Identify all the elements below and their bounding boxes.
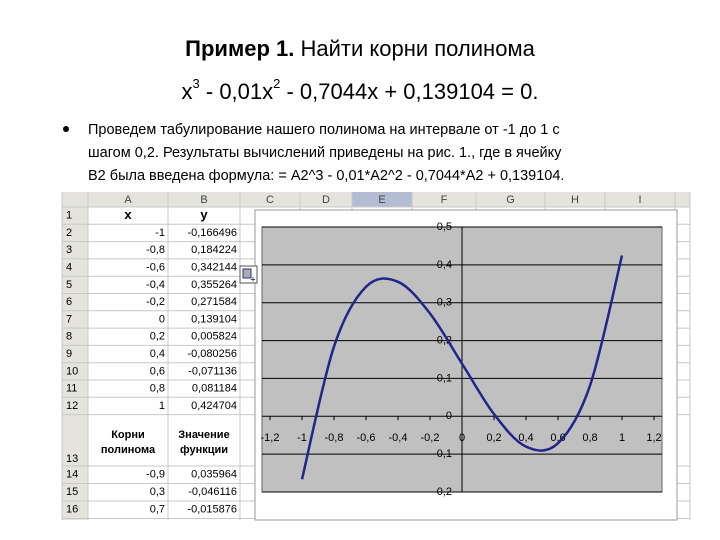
column-header: D [322, 194, 330, 206]
x-tick-label: 0,2 [486, 432, 501, 444]
cell: 1 [159, 400, 165, 412]
row-number: 1 [66, 210, 72, 222]
title-rest: Найти корни полинома [300, 36, 535, 61]
column-header: A [124, 194, 132, 206]
cell: -0,166496 [187, 227, 237, 239]
column-header: C [266, 194, 274, 206]
cell: 0,355264 [191, 279, 237, 291]
header-cell: Значение [178, 429, 229, 441]
row-number: 11 [66, 383, 77, 395]
row-number: 5 [66, 279, 72, 291]
title: Пример 1. Найти корни полинома [185, 36, 535, 61]
y-tick-label: 0,2 [437, 334, 452, 346]
cell: 0 [159, 313, 165, 325]
x-tick-label: 0,4 [518, 432, 533, 444]
cell: -1 [155, 227, 165, 239]
cell: 0,3 [150, 486, 165, 498]
cell: 0,7 [150, 504, 165, 516]
cell: -0,9 [146, 469, 165, 481]
x-tick-label: -1 [297, 432, 307, 444]
selected-col [352, 192, 412, 207]
x-tick-label: -1,2 [261, 432, 280, 444]
header-cell: y [200, 207, 208, 222]
column-header: G [506, 194, 515, 206]
cell: 0,342144 [191, 261, 237, 273]
row-number: 8 [66, 331, 72, 343]
cell: 0,2 [150, 331, 165, 343]
row-number: 16 [66, 504, 78, 516]
cell: 0,184224 [191, 244, 237, 256]
row-number: 7 [66, 313, 72, 325]
cell: -0,015876 [187, 504, 237, 516]
cell: -0,080256 [187, 348, 237, 360]
eq-part: x [182, 79, 193, 104]
y-tick-label: 0,1 [437, 372, 452, 384]
row-number: 2 [66, 227, 72, 239]
column-header: F [441, 194, 448, 206]
y-tick-label: -0,2 [433, 486, 452, 498]
equation: x3 - 0,01x2 - 0,7044x + 0,139104 = 0. [182, 76, 539, 103]
cell: -0,071136 [188, 365, 237, 377]
header-cell: полинома [101, 444, 156, 456]
cell: 0,4 [150, 348, 165, 360]
bullet-line: Проведем табулирование нашего полинома н… [88, 122, 560, 138]
cell: 0,005824 [191, 331, 237, 343]
cell: -0,8 [146, 244, 165, 256]
column-header: H [571, 194, 579, 206]
row-number: 10 [66, 365, 78, 377]
x-tick-label: 0,6 [550, 432, 565, 444]
cell: 0,424704 [191, 400, 237, 412]
row-number: 15 [66, 486, 78, 498]
row-number: 13 [66, 453, 78, 465]
header-cell: x [124, 207, 132, 222]
bullet-line: шагом 0,2. Результаты вычислений приведе… [88, 145, 562, 161]
y-tick-label: 0,4 [437, 259, 452, 271]
svg-text:+: + [250, 274, 255, 284]
y-tick-label: -0,1 [433, 448, 452, 460]
cell: 0,035964 [191, 469, 237, 481]
title-bold: Пример 1. [185, 36, 294, 61]
eq-sup: 2 [273, 76, 280, 91]
x-tick-label: -0,6 [357, 432, 376, 444]
x-tick-label: 1,2 [646, 432, 661, 444]
cell: 0,081184 [192, 383, 237, 395]
cell: 0,271584 [191, 296, 237, 308]
x-tick-label: -0,8 [325, 432, 344, 444]
cell: 0,6 [150, 365, 165, 377]
bullet [63, 126, 69, 132]
x-tick-label: 1 [619, 432, 625, 444]
x-tick-label: -0,4 [389, 432, 408, 444]
eq-part: - 0,01x [200, 79, 273, 104]
y-tick-label: 0 [446, 410, 452, 422]
row-number: 14 [66, 469, 78, 481]
row-number: 12 [66, 400, 78, 412]
eq-sup: 3 [193, 76, 200, 91]
eq-part: - 0,7044x + 0,139104 = 0. [280, 79, 538, 104]
row-number: 3 [66, 244, 72, 256]
column-header: E [378, 194, 385, 206]
row-number: 9 [66, 348, 72, 360]
paste-icon: + [239, 265, 258, 284]
cell: 0,139104 [191, 313, 237, 325]
x-tick-label: 0,8 [582, 432, 597, 444]
y-tick-label: 0,3 [437, 297, 452, 309]
cell: -0,2 [146, 296, 165, 308]
cell: 0,8 [150, 383, 165, 395]
bullet-line: B2 была введена формула: = A2^3 - 0,01*A… [88, 168, 564, 184]
column-header: I [638, 194, 641, 206]
y-tick-label: 0,5 [437, 221, 452, 233]
column-header: B [200, 194, 207, 206]
header-cell: Корни [111, 429, 145, 441]
cell: -0,6 [146, 261, 165, 273]
x-tick-label: 0 [459, 432, 465, 444]
header-cell: функции [180, 444, 228, 456]
x-tick-label: -0,2 [421, 432, 440, 444]
row-number: 4 [66, 261, 72, 273]
chart: -0,2 -0,1 0 0,1 0,2 0,3 0,4 0,5 -1,2 -1 -0,8 -0,6 -0… [254, 209, 678, 521]
cell: -0,4 [146, 279, 165, 291]
cell: -0,046116 [188, 486, 237, 498]
row-number: 6 [66, 296, 72, 308]
curve [300, 255, 624, 480]
